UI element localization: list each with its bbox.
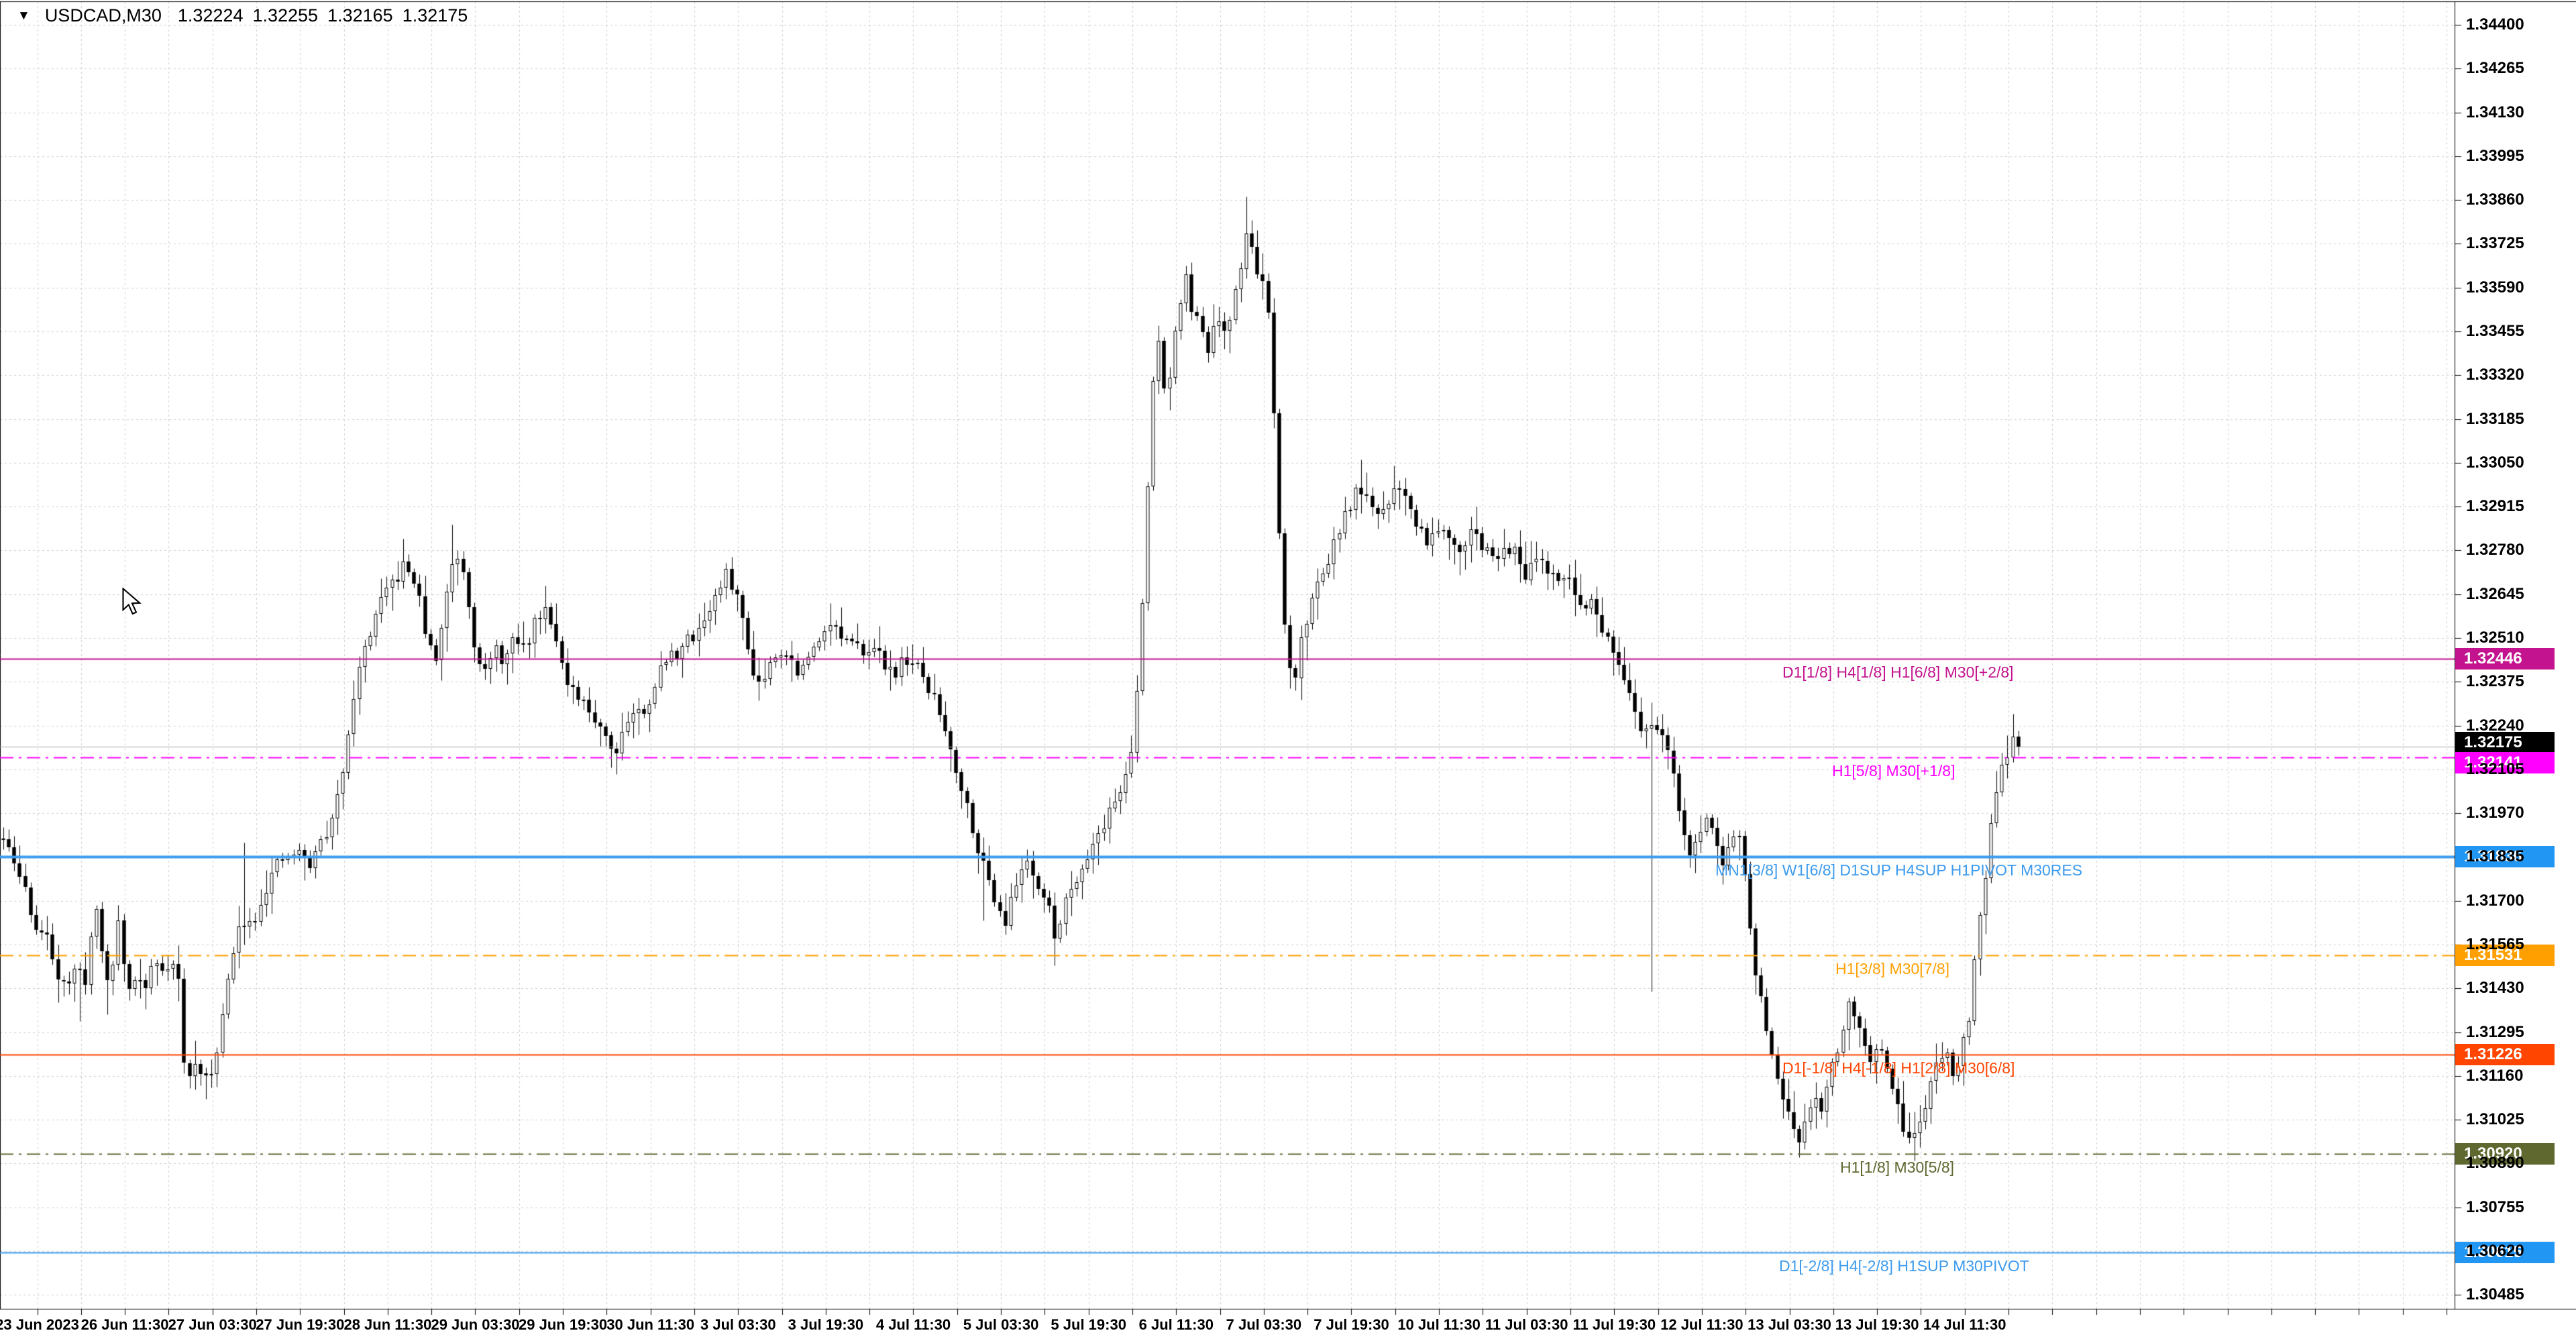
ohlc-low-value: 1.32165: [327, 5, 393, 25]
time-axis-label: 11 Jul 19:30: [1572, 1316, 1656, 1333]
price-tag-131531: 1.31531: [2455, 945, 2555, 967]
price-axis-label: 1.33320: [2466, 366, 2524, 384]
ohlc-open-value: 1.32224: [177, 5, 244, 25]
mouse-cursor: [122, 588, 142, 615]
time-axis-label: 11 Jul 03:30: [1485, 1316, 1568, 1333]
price-axis-label: 1.31970: [2466, 804, 2524, 822]
time-axis-label: 26 Jun 11:30: [80, 1316, 169, 1333]
price-axis-label: 1.32780: [2466, 541, 2524, 559]
price-axis-label: 1.31835: [2466, 847, 2524, 866]
price-tag-130615: 1.30615: [2455, 1242, 2555, 1264]
price-axis-label: 1.33995: [2466, 146, 2524, 165]
symbol-dropdown-icon[interactable]: ▼: [17, 8, 30, 23]
price-axis-label: 1.32240: [2466, 716, 2524, 735]
level-label-h1-3-8: H1[3/8] M30[7/8]: [1835, 960, 1950, 978]
time-axis-label: 6 Jul 11:30: [1138, 1316, 1214, 1333]
price-axis-label: 1.34130: [2466, 103, 2524, 121]
time-axis-label: 29 Jun 03:30: [431, 1316, 520, 1333]
price-axis-label: 1.30620: [2466, 1242, 2524, 1260]
price-axis-label: 1.30485: [2466, 1285, 2524, 1304]
price-axis-label: 1.30755: [2466, 1197, 2524, 1216]
time-axis-label: 4 Jul 11:30: [875, 1316, 951, 1333]
price-axis-label: 1.32375: [2466, 672, 2524, 691]
time-axis-label: 30 Jun 11:30: [606, 1316, 695, 1333]
price-axis-label: 1.34265: [2466, 59, 2524, 78]
time-axis-label: 7 Jul 03:30: [1226, 1316, 1302, 1333]
time-axis-label: 5 Jul 03:30: [963, 1316, 1039, 1333]
time-axis-label: 7 Jul 19:30: [1313, 1316, 1389, 1333]
price-axis-label: 1.31160: [2466, 1066, 2524, 1085]
time-axis-label: 14 Jul 11:30: [1923, 1316, 2006, 1333]
time-axis-label: 13 Jul 03:30: [1748, 1316, 1831, 1333]
level-label-sup-pivot: D1[-2/8] H4[-2/8] H1SUP M30PIVOT: [1779, 1257, 2029, 1275]
price-axis-label: 1.33590: [2466, 278, 2524, 297]
symbol-timeframe-label: USDCAD,M30: [44, 5, 162, 25]
price-axis-label: 1.32105: [2466, 759, 2524, 778]
time-axis-label: 13 Jul 19:30: [1835, 1316, 1919, 1333]
current-price-tag: 1.32175: [2455, 732, 2555, 753]
ohlc-close-value: 1.32175: [402, 5, 468, 25]
price-tag-131226: 1.31226: [2455, 1043, 2555, 1065]
ohlc-high-value: 1.32255: [252, 5, 319, 25]
time-axis-label: 27 Jun 03:30: [168, 1316, 257, 1333]
time-axis-label: 23 Jun 2023: [0, 1316, 79, 1333]
level-label-h1-1-8: H1[1/8] M30[5/8]: [1840, 1158, 1955, 1176]
price-axis-label: 1.32645: [2466, 584, 2524, 603]
price-axis-label: 1.33050: [2466, 453, 2524, 472]
time-axis-label: 5 Jul 19:30: [1051, 1316, 1126, 1333]
time-axis-label: 27 Jun 19:30: [256, 1316, 345, 1333]
price-axis-label: 1.32915: [2466, 497, 2524, 516]
price-axis-label: 1.30890: [2466, 1154, 2524, 1173]
time-axis-label: 3 Jul 19:30: [788, 1316, 864, 1333]
level-label-d1-minus1: D1[-1/8] H4[-1/8] H1[2/8] M30[6/8]: [1782, 1059, 2015, 1077]
price-axis-label: 1.31025: [2466, 1110, 2524, 1129]
price-axis-label: 1.31430: [2466, 979, 2524, 998]
price-axis-label: 1.31295: [2466, 1022, 2524, 1041]
price-tag-132446: 1.32446: [2455, 647, 2555, 670]
time-axis-label: 12 Jul 11:30: [1660, 1316, 1743, 1333]
price-tag-132141: 1.32141: [2455, 752, 2555, 774]
price-axis-label: 1.33860: [2466, 191, 2524, 209]
time-axis-label: 28 Jun 11:30: [343, 1316, 432, 1333]
price-axis-label: 1.33455: [2466, 322, 2524, 340]
price-axis-label: 1.31565: [2466, 935, 2524, 953]
price-axis-label: 1.33185: [2466, 409, 2524, 428]
time-axis-label: 10 Jul 11:30: [1397, 1316, 1481, 1333]
price-axis-label: 1.31700: [2466, 891, 2524, 910]
time-axis-label: 29 Jun 19:30: [519, 1316, 608, 1333]
price-axis-label: 1.32510: [2466, 629, 2524, 647]
level-label-h1-5-8: H1[5/8] M30[+1/8]: [1832, 762, 1955, 780]
price-tag-131836: 1.31836: [2455, 845, 2555, 867]
level-label-d1-h4-h1-m30-plus2: D1[1/8] H4[1/8] H1[6/8] M30[+2/8]: [1782, 663, 2014, 681]
level-label-pivot-res: MN1[3/8] W1[6/8] D1SUP H4SUP H1PIVOT M30…: [1715, 861, 2083, 879]
time-axis-label: 3 Jul 03:30: [700, 1316, 776, 1333]
price-axis-label: 1.33725: [2466, 234, 2524, 253]
chart-title-bar: ▼ USDCAD,M30 1.32224 1.32255 1.32165 1.3…: [17, 5, 468, 26]
price-tag-130920: 1.30920: [2455, 1142, 2555, 1165]
price-axis-label: 1.34400: [2466, 15, 2524, 34]
